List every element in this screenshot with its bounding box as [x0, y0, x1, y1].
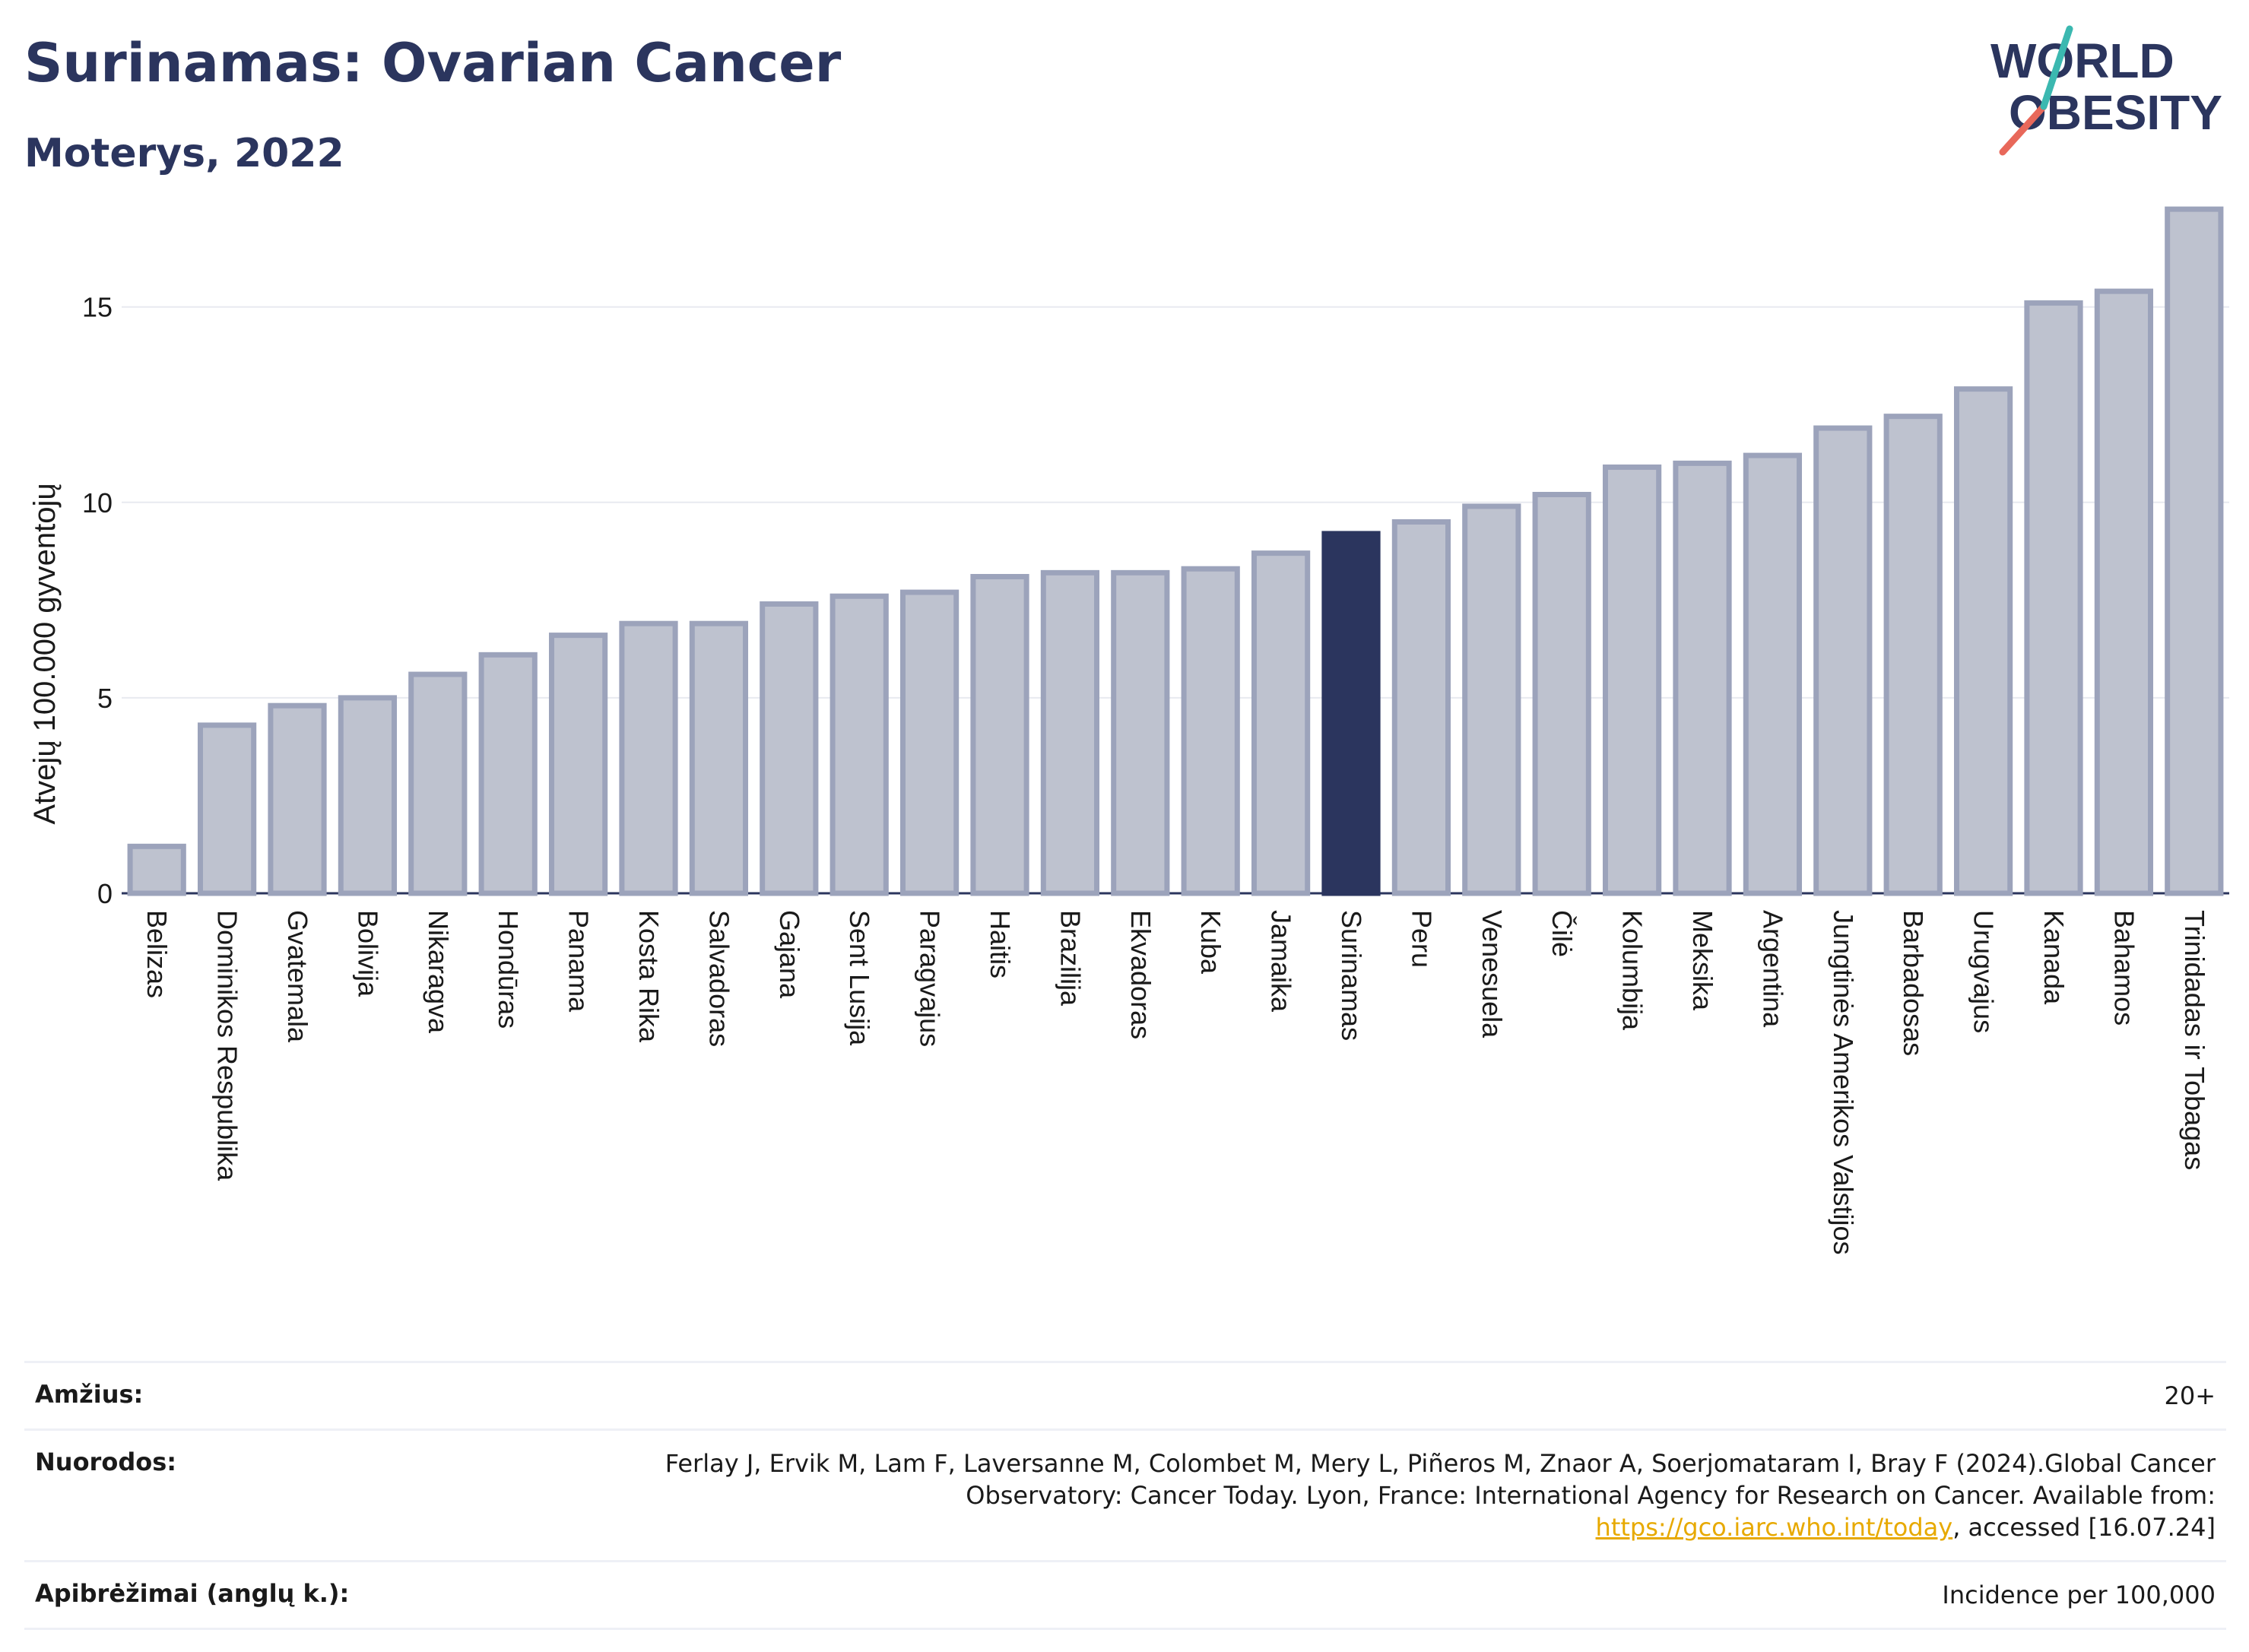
x-tick-label: Belizas — [141, 910, 173, 998]
x-tick-label: Argentina — [1757, 910, 1788, 1028]
bar[interactable] — [1181, 566, 1240, 896]
logo-line1: WORLD — [1990, 33, 2174, 88]
x-tick-label: Paragvajus — [915, 910, 946, 1047]
x-tick-label: Salvadoras — [703, 910, 734, 1047]
x-tick-label: Dominikos Respublika — [212, 910, 243, 1181]
bar-highlighted[interactable] — [1321, 531, 1381, 896]
bar[interactable] — [338, 695, 398, 896]
x-tick-label: Barbadosas — [1898, 910, 1929, 1056]
x-tick-label: Kuba — [1195, 910, 1226, 975]
footer-refs-row: Nuorodos: Ferlay J, Ervik M, Lam F, Lave… — [24, 1428, 2226, 1560]
y-tick-label: 0 — [97, 878, 113, 909]
definitions-label: Apibrėžimai (anglų k.): — [35, 1579, 350, 1608]
age-label: Amžius: — [35, 1380, 144, 1409]
bar[interactable] — [1883, 414, 1943, 896]
bar[interactable] — [619, 620, 678, 896]
bar[interactable] — [197, 722, 257, 896]
x-tick-label: Brazilija — [1055, 910, 1086, 1007]
x-tick-label: Meksika — [1687, 910, 1718, 1011]
x-tick-label: Urugvajus — [1968, 910, 2000, 1033]
x-tick-label: Peru — [1406, 910, 1437, 968]
x-tick-label: Gvatemala — [282, 910, 313, 1043]
chart-subtitle: Moterys, 2022 — [24, 131, 344, 176]
bar[interactable] — [1743, 452, 1803, 896]
bar[interactable] — [1813, 425, 1873, 896]
y-tick-label: 5 — [97, 683, 113, 714]
world-obesity-logo: WORLD OBESITY — [1990, 25, 2222, 156]
refs-label: Nuorodos: — [35, 1447, 177, 1476]
bar[interactable] — [548, 633, 608, 896]
bar[interactable] — [2024, 300, 2083, 896]
x-tick-label: Hondūras — [493, 910, 524, 1029]
bar[interactable] — [1602, 465, 1662, 896]
bar[interactable] — [408, 671, 468, 896]
x-tick-label: Kanada — [2038, 910, 2070, 1005]
bar[interactable] — [829, 593, 889, 896]
x-tick-label: Čilė — [1546, 910, 1578, 957]
bar[interactable] — [689, 620, 749, 896]
bar[interactable] — [1532, 492, 1591, 896]
bar-chart: Belizas Dominikos Respublika Gvatemala Boli… — [28, 206, 2229, 1255]
bar[interactable] — [268, 702, 327, 896]
bar[interactable] — [1953, 386, 2013, 896]
x-tick-label: Surinamas — [1336, 910, 1367, 1041]
bar[interactable] — [2165, 206, 2224, 896]
x-tick-label: Panama — [563, 910, 595, 1013]
x-tick-label: Jungtinės Amerikos Valstijos — [1828, 910, 1859, 1255]
bar[interactable] — [2094, 288, 2154, 896]
x-tick-label: Sent Lusija — [844, 910, 875, 1046]
refs-link[interactable]: https://gco.iarc.who.int/today — [1595, 1513, 1953, 1542]
bar[interactable] — [970, 573, 1029, 896]
y-axis-label: Atvejų 100.000 gyventojų — [28, 483, 62, 824]
x-tick-label: Nikaragva — [423, 910, 454, 1034]
x-tick-label: Trinidadas ir Tobagas — [2179, 910, 2210, 1170]
bar[interactable] — [1673, 460, 1732, 896]
bar[interactable] — [1462, 503, 1521, 896]
x-tick-label: Gajana — [774, 910, 805, 999]
bar[interactable] — [127, 843, 186, 896]
refs-text: Ferlay J, Ervik M, Lam F, Laversanne M, … — [665, 1449, 2216, 1542]
x-tick-label: Jamaika — [1266, 910, 1297, 1013]
y-tick-label: 10 — [82, 487, 113, 518]
chart-title: Surinamas: Ovarian Cancer — [24, 32, 842, 94]
x-tick-label: Kosta Rika — [633, 910, 665, 1043]
y-tick-label: 15 — [82, 292, 113, 323]
x-tick-label: Ekvadoras — [1125, 910, 1156, 1039]
footer-definitions-row: Apibrėžimai (anglų k.): Incidence per 10… — [24, 1560, 2226, 1630]
bar[interactable] — [1391, 519, 1451, 896]
footer-age-row: Amžius: 20+ — [24, 1361, 2226, 1428]
x-tick-label: Venesuela — [1477, 910, 1508, 1038]
bar[interactable] — [1111, 569, 1170, 896]
x-tick-label: Bolivija — [352, 910, 383, 997]
x-tick-label: Haitis — [985, 910, 1016, 978]
bar[interactable] — [1251, 550, 1311, 896]
bar[interactable] — [760, 601, 819, 896]
x-tick-label: Kolumbija — [1617, 910, 1648, 1031]
bar[interactable] — [899, 589, 960, 896]
definitions-value: Incidence per 100,000 — [1942, 1581, 2216, 1609]
bar[interactable] — [1040, 569, 1100, 896]
bar[interactable] — [478, 652, 538, 896]
chart-footer: Amžius: 20+ Nuorodos: Ferlay J, Ervik M,… — [24, 1361, 2226, 1630]
x-tick-label: Bahamos — [2108, 910, 2140, 1026]
age-value: 20+ — [2164, 1381, 2216, 1410]
